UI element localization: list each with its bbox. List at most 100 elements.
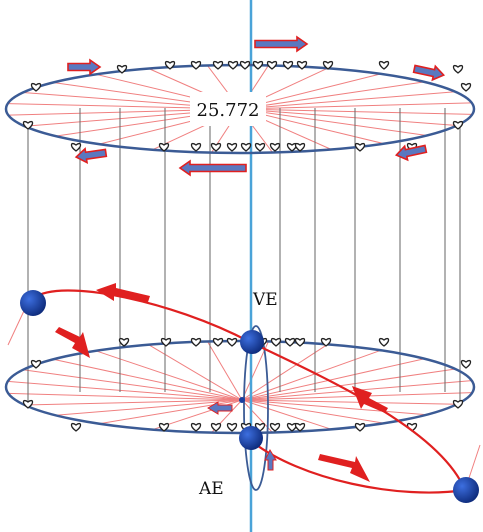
- heart-marker-icon: [354, 142, 366, 152]
- direction-arrow-icon: [178, 159, 247, 177]
- heart-marker-icon: [460, 359, 472, 369]
- heart-marker-icon: [296, 60, 308, 70]
- value-label-box: [190, 92, 266, 126]
- heart-marker-icon: [270, 337, 282, 347]
- heart-marker-icon: [226, 142, 238, 152]
- orbit-direction-arrows: [55, 283, 388, 482]
- sphere-center-top: [240, 330, 264, 354]
- direction-arrows: [67, 35, 446, 177]
- direction-arrow-icon: [412, 64, 446, 82]
- radial-line: [95, 350, 243, 401]
- radial-line: [239, 108, 473, 115]
- heart-marker-icon: [212, 337, 224, 347]
- heart-marker-icon: [452, 64, 464, 74]
- heart-marker-icon: [282, 60, 294, 70]
- heart-marker-icon: [22, 399, 34, 409]
- heart-marker-icon: [226, 422, 238, 432]
- heart-marker-icon: [158, 422, 170, 432]
- heart-marker-icon: [212, 60, 224, 70]
- heart-marker-icon: [30, 359, 42, 369]
- heart-markers: [22, 60, 472, 432]
- heart-marker-icon: [226, 337, 238, 347]
- heart-marker-icon: [269, 422, 281, 432]
- radial-line: [52, 358, 243, 401]
- heart-marker-icon: [158, 142, 170, 152]
- radial-line: [239, 102, 472, 110]
- radial-line: [148, 344, 243, 401]
- heart-marker-icon: [452, 120, 464, 130]
- heart-marker-icon: [460, 82, 472, 92]
- radial-line: [24, 399, 243, 406]
- heart-marker-icon: [452, 399, 464, 409]
- heart-marker-icon: [210, 422, 222, 432]
- radial-line: [241, 358, 425, 401]
- heart-marker-icon: [160, 337, 172, 347]
- heart-marker-icon: [239, 60, 251, 70]
- direction-arrow-icon: [254, 35, 309, 53]
- heart-marker-icon: [252, 60, 264, 70]
- center-vertical-loop: [243, 325, 269, 491]
- heart-marker-icon: [378, 60, 390, 70]
- heart-marker-icon: [22, 120, 34, 130]
- radial-line: [239, 108, 427, 136]
- radial-line: [241, 343, 328, 401]
- radial-line: [55, 399, 243, 416]
- heart-marker-icon: [354, 422, 366, 432]
- ae-label: AE: [198, 479, 224, 499]
- heart-marker-icon: [190, 142, 202, 152]
- radial-line: [241, 399, 458, 405]
- heart-marker-icon: [116, 64, 128, 74]
- radial-line: [206, 341, 243, 401]
- heart-marker-icon: [190, 337, 202, 347]
- ve-label: VE: [252, 290, 278, 310]
- heart-marker-icon: [227, 60, 239, 70]
- small-arrow-icon: [207, 401, 233, 415]
- orbit-arrow-icon: [318, 454, 370, 482]
- center-node-dot: [239, 397, 245, 403]
- sphere-right: [453, 477, 479, 503]
- heart-marker-icon: [322, 60, 334, 70]
- heart-marker-icon: [378, 337, 390, 347]
- heart-marker-icon: [240, 142, 252, 152]
- sphere-left: [20, 290, 46, 316]
- direction-arrow-icon: [67, 58, 102, 76]
- heart-marker-icon: [210, 142, 222, 152]
- direction-arrow-icon: [74, 147, 108, 165]
- radial-line: [241, 399, 332, 430]
- radial-line: [239, 81, 425, 110]
- heart-marker-icon: [190, 60, 202, 70]
- vertical-connector-lines: [27, 108, 461, 405]
- orbit-arrow-icon: [55, 327, 90, 358]
- bottom-ellipse: [4, 339, 476, 435]
- radial-line: [241, 399, 385, 424]
- heart-marker-icon: [269, 142, 281, 152]
- radial-line: [241, 368, 456, 401]
- heart-marker-icon: [294, 422, 306, 432]
- top-ellipse: [4, 63, 476, 155]
- heart-marker-icon: [320, 337, 332, 347]
- direction-arrow-icon: [394, 144, 428, 162]
- heart-marker-icon: [254, 422, 266, 432]
- sphere-center-bottom: [239, 426, 263, 450]
- radial-line: [8, 392, 243, 401]
- radial-line: [239, 108, 458, 126]
- orbit-arrow-icon: [96, 283, 150, 302]
- radial-line: [241, 349, 381, 401]
- radial-line: [239, 91, 456, 110]
- heart-marker-icon: [30, 82, 42, 92]
- heart-marker-icon: [118, 337, 130, 347]
- value-label: 25.772: [197, 100, 260, 121]
- heart-marker-icon: [70, 422, 82, 432]
- radial-line: [7, 380, 243, 401]
- radial-line: [99, 399, 243, 425]
- orbit-arrow-icon: [352, 386, 388, 413]
- heart-marker-icon: [70, 142, 82, 152]
- radial-line: [22, 369, 243, 401]
- heart-marker-icon: [190, 422, 202, 432]
- heart-marker-icon: [294, 142, 306, 152]
- heart-marker-icon: [284, 337, 296, 347]
- heart-marker-icon: [294, 337, 306, 347]
- radial-line: [241, 399, 427, 416]
- heart-marker-icon: [266, 60, 278, 70]
